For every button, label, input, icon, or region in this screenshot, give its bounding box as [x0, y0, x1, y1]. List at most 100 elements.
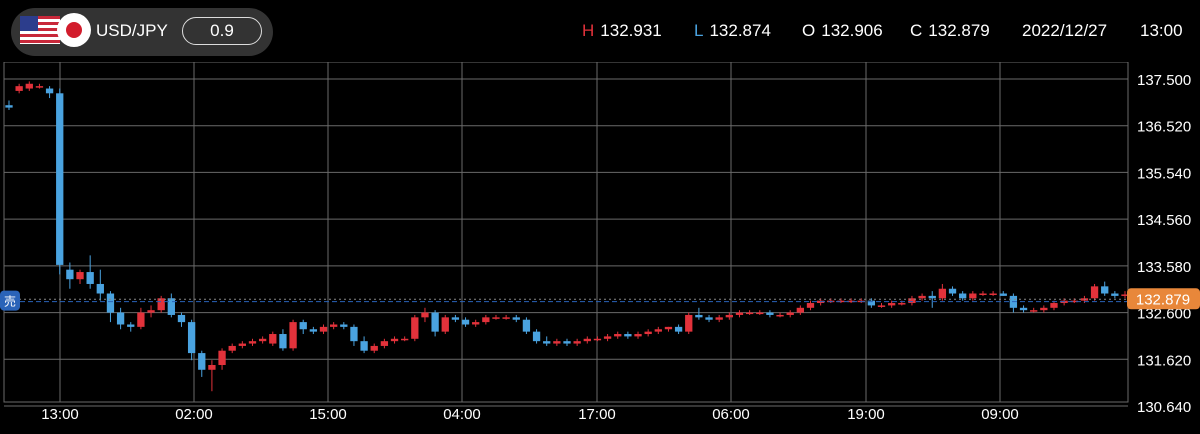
candle-body: [330, 324, 338, 327]
candle-body: [867, 300, 876, 306]
x-tick-label: 09:00: [981, 406, 1019, 423]
candle-body: [685, 314, 693, 332]
candle-body: [76, 272, 84, 280]
candle-body: [187, 322, 196, 354]
low-value: L 132.874: [694, 21, 771, 41]
y-tick-label: 131.620: [1137, 352, 1191, 369]
open-price: 132.906: [821, 21, 883, 40]
candle-body: [522, 319, 531, 332]
candle-body: [350, 326, 358, 342]
candle-body: [258, 338, 267, 342]
candle-body: [918, 295, 926, 299]
candle-body: [1111, 293, 1119, 296]
candle-body: [248, 341, 257, 344]
current-price-label: 132.879: [1136, 291, 1190, 308]
candle-body: [715, 317, 723, 320]
candle-body: [228, 345, 236, 351]
candle-body: [756, 312, 764, 315]
candle-body: [116, 312, 125, 325]
candle-date: 2022/12/27: [1022, 21, 1108, 40]
candle-body: [989, 293, 997, 296]
close-price: 132.879: [928, 21, 990, 40]
candlestick-chart[interactable]: 137.500 136.520 135.540 134.560 133.580 132.6…: [0, 61, 1200, 429]
candle-body: [563, 341, 571, 344]
candle-body: [969, 293, 977, 299]
current-price-tag: [1127, 288, 1200, 310]
candle-body: [421, 312, 429, 318]
currency-flags: [20, 13, 91, 47]
candle-body: [451, 317, 460, 320]
open-value: O 132.906: [802, 21, 883, 41]
low-key: L: [694, 21, 704, 40]
candle-body: [664, 326, 673, 330]
candle-body: [431, 312, 439, 332]
close-key: C: [910, 21, 923, 40]
candle-body: [177, 314, 186, 323]
high-value: H 132.931: [582, 21, 662, 41]
plot-frame: [3, 61, 1129, 403]
candle-body: [603, 336, 612, 339]
chart-header: USD/JPY 0.9 H 132.931 L 132.874 O 132.906 C…: [0, 0, 1200, 62]
candle-body: [948, 288, 957, 294]
candle-body: [15, 86, 23, 91]
candle-body: [745, 312, 754, 315]
candle-body: [674, 326, 683, 332]
candle-body: [979, 293, 987, 296]
japan-flag-icon: [57, 13, 91, 47]
candle-body: [309, 329, 318, 332]
y-tick-label: 136.520: [1137, 119, 1191, 136]
high-price: 132.931: [600, 21, 662, 40]
x-tick-label: 13:00: [41, 406, 79, 423]
sell-marker-label: 売: [4, 294, 16, 309]
y-tick-label: 135.540: [1137, 165, 1191, 182]
candle-body: [705, 317, 713, 320]
lot-size-field[interactable]: 0.9: [182, 17, 262, 45]
candle-body: [786, 312, 794, 315]
y-tick-label: 137.500: [1137, 72, 1191, 89]
candle-body: [269, 334, 277, 344]
candle-body: [512, 317, 520, 320]
candle-body: [888, 303, 896, 306]
candle-body: [1090, 286, 1099, 299]
candle-body: [938, 288, 947, 299]
candle-body: [614, 334, 622, 337]
candle-body: [218, 350, 226, 366]
candle-body: [959, 293, 967, 299]
candle-body: [847, 300, 855, 303]
candle-body: [96, 283, 104, 294]
candle-body: [66, 269, 74, 280]
x-tick-label: 15:00: [309, 406, 347, 423]
candle-body: [695, 314, 703, 318]
candle-body: [1070, 300, 1078, 303]
candle-body: [492, 317, 500, 319]
chart-svg[interactable]: 137.500 136.520 135.540 134.560 133.580 132.6…: [0, 61, 1200, 429]
candle-body: [208, 365, 216, 370]
high-key: H: [582, 21, 595, 40]
candle-body: [289, 322, 297, 349]
x-tick-label: 04:00: [443, 406, 481, 423]
candle-body: [167, 298, 175, 315]
close-value: C 132.879: [910, 21, 990, 41]
candle-body: [735, 312, 744, 315]
candle-body: [238, 343, 246, 346]
candle-body: [1121, 294, 1129, 296]
candle-body: [1030, 310, 1038, 312]
candle-body: [127, 324, 135, 327]
candle-body: [654, 329, 662, 332]
candle-body: [411, 317, 419, 339]
candle-body: [877, 305, 886, 307]
candle-body: [56, 93, 64, 265]
x-tick-label: 02:00: [175, 406, 213, 423]
x-tick-label: 06:00: [712, 406, 750, 423]
candle-body: [1040, 307, 1048, 311]
candle-body: [928, 295, 936, 299]
y-tick-label: 134.560: [1137, 212, 1191, 229]
candle-body: [553, 341, 561, 344]
candle-body: [360, 341, 368, 351]
candle-body: [593, 338, 602, 341]
us-flag-icon: [20, 16, 60, 44]
candle-body: [1101, 286, 1109, 294]
candle-body: [279, 334, 287, 349]
candle-body: [380, 341, 389, 346]
candle-body: [644, 331, 652, 335]
